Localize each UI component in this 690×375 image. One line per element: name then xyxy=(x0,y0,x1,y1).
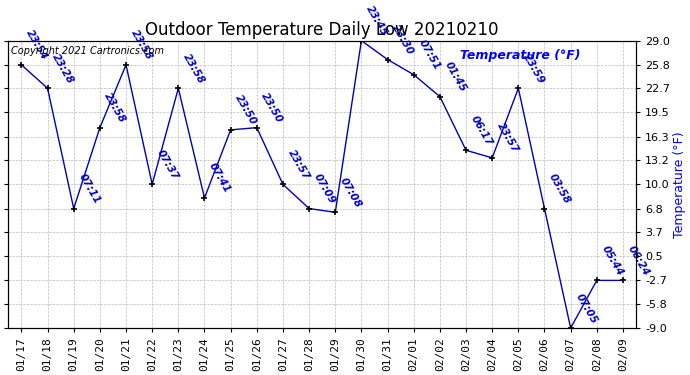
Text: 23:30: 23:30 xyxy=(391,23,415,57)
Text: 07:41: 07:41 xyxy=(207,162,233,195)
Text: 23:50: 23:50 xyxy=(259,91,285,125)
Text: 23:58: 23:58 xyxy=(129,28,154,62)
Text: Temperature (°F): Temperature (°F) xyxy=(460,49,581,62)
Text: 03:58: 03:58 xyxy=(547,172,573,206)
Text: 07:05: 07:05 xyxy=(573,292,599,325)
Text: 07:37: 07:37 xyxy=(155,148,180,182)
Text: 07:11: 07:11 xyxy=(77,172,101,206)
Text: 23:45: 23:45 xyxy=(364,4,389,38)
Text: 07:09: 07:09 xyxy=(312,172,337,206)
Text: 23:57: 23:57 xyxy=(495,122,520,155)
Text: 07:08: 07:08 xyxy=(338,176,363,210)
Text: 06:24: 06:24 xyxy=(626,244,651,278)
Text: 06:17: 06:17 xyxy=(469,114,494,147)
Text: Copyright 2021 Cartronics.com: Copyright 2021 Cartronics.com xyxy=(12,46,164,56)
Text: 23:57: 23:57 xyxy=(286,148,311,182)
Text: 23:59: 23:59 xyxy=(521,52,546,86)
Text: 23:58: 23:58 xyxy=(103,91,128,125)
Text: 07:51: 07:51 xyxy=(417,38,442,72)
Title: Outdoor Temperature Daily Low 20210210: Outdoor Temperature Daily Low 20210210 xyxy=(146,21,499,39)
Text: 23:58: 23:58 xyxy=(181,52,206,86)
Text: 23:28: 23:28 xyxy=(50,52,76,86)
Text: 05:44: 05:44 xyxy=(600,244,625,278)
Text: 23:54: 23:54 xyxy=(24,28,50,62)
Text: 01:45: 01:45 xyxy=(443,60,468,94)
Text: 23:50: 23:50 xyxy=(233,93,259,127)
Y-axis label: Temperature (°F): Temperature (°F) xyxy=(673,131,686,238)
